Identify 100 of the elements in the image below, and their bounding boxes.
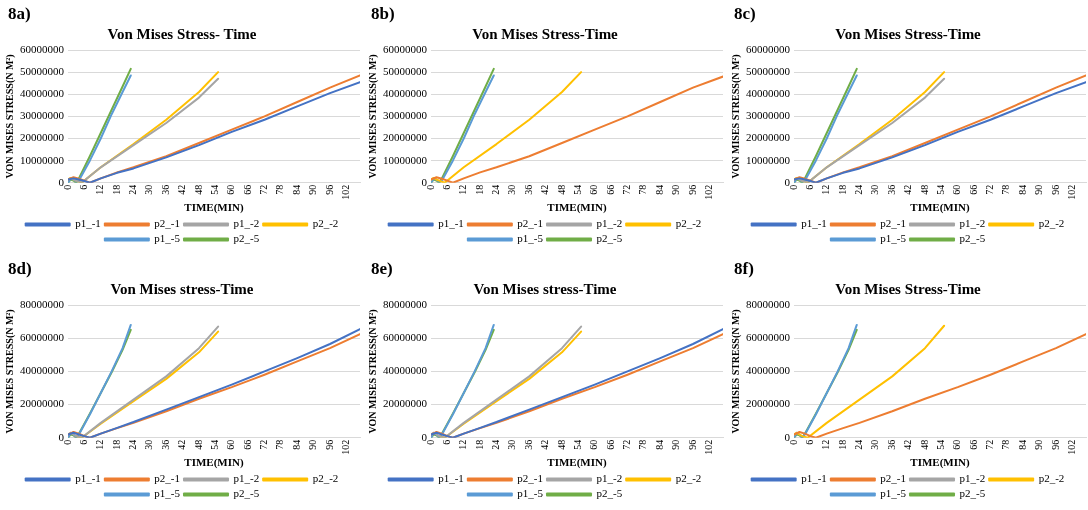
y-tick-label: 80000000 xyxy=(746,297,791,310)
x-tick-label: 66 xyxy=(967,439,979,450)
y-tick-label: 50000000 xyxy=(746,65,791,78)
chart-title: Von Mises Stress-Time xyxy=(835,25,982,42)
x-tick-label: 18 xyxy=(110,439,122,450)
x-tick-label: 36 xyxy=(522,439,534,450)
x-tick-label: 54 xyxy=(571,439,583,450)
x-tick-label: 42 xyxy=(539,439,551,450)
y-tick-label: 50000000 xyxy=(383,65,428,78)
x-tick-label: 12 xyxy=(94,184,106,195)
x-tick-label: 54 xyxy=(208,439,220,450)
x-tick-label: 72 xyxy=(258,184,270,195)
x-tick-label: 78 xyxy=(1000,184,1012,195)
y-tick-label: 60000000 xyxy=(746,42,791,55)
x-tick-label: 90 xyxy=(670,439,682,450)
x-tick-label: 84 xyxy=(1016,184,1028,195)
legend-label: p1_-2 xyxy=(959,472,986,485)
text: 8b) xyxy=(371,3,395,23)
legend-label: p1_-5 xyxy=(154,232,181,245)
x-tick-label: 48 xyxy=(192,184,204,195)
y-tick-label: 20000000 xyxy=(383,131,428,144)
x-tick-label: 102 xyxy=(339,439,351,455)
x-tick-label: 12 xyxy=(94,439,106,450)
y-tick-label: 30000000 xyxy=(20,109,65,122)
x-tick-label: 78 xyxy=(274,439,286,450)
legend-label: p2_-1 xyxy=(154,472,181,485)
legend-label: p2_-2 xyxy=(675,472,702,485)
legend-label: p1_-5 xyxy=(517,232,544,245)
y-tick-label: 20000000 xyxy=(746,397,791,410)
legend-label: p1_-2 xyxy=(959,217,986,230)
legend-label: p1_-1 xyxy=(801,217,827,230)
y-tick-label: 10000000 xyxy=(383,153,428,166)
x-tick-label: 78 xyxy=(637,184,649,195)
x-tick-label: 24 xyxy=(490,439,502,450)
legend-label: p2_-5 xyxy=(233,232,260,245)
y-axis-title: VON MISES STRESS(N M²) xyxy=(729,54,742,179)
x-tick-label: 36 xyxy=(885,184,897,195)
legend-label: p2_-1 xyxy=(880,472,907,485)
x-tick-label: 12 xyxy=(457,184,469,195)
x-tick-label: 90 xyxy=(307,184,319,195)
x-tick-label: 84 xyxy=(290,184,302,195)
x-tick-label: 60 xyxy=(951,439,963,450)
legend-label: p2_-2 xyxy=(312,472,339,485)
x-tick-label: 66 xyxy=(604,439,616,450)
legend-label: p2_-2 xyxy=(1038,217,1065,230)
x-tick-label: 66 xyxy=(967,184,979,195)
y-tick-label: 40000000 xyxy=(20,364,65,377)
x-tick-label: 72 xyxy=(984,439,996,450)
x-tick-label: 6 xyxy=(78,439,89,445)
x-tick-label: 18 xyxy=(836,184,848,195)
x-tick-label: 30 xyxy=(506,184,518,195)
x-tick-label: 84 xyxy=(290,439,302,450)
x-tick-label: 48 xyxy=(555,439,567,450)
y-tick-label: 40000000 xyxy=(746,364,791,377)
legend-label: p1_-1 xyxy=(75,217,101,230)
y-axis-title: VON MISES STRESS(N M²) xyxy=(3,309,16,434)
x-tick-label: 42 xyxy=(539,184,551,195)
x-tick-label: 48 xyxy=(555,184,567,195)
x-tick-label: 96 xyxy=(323,439,335,450)
x-axis-title: TIME(MIN) xyxy=(184,456,244,470)
x-tick-label: 48 xyxy=(918,439,930,450)
x-tick-label: 18 xyxy=(110,184,122,195)
x-axis-title: TIME(MIN) xyxy=(547,201,607,215)
y-tick-label: 20000000 xyxy=(20,397,65,410)
x-tick-label: 72 xyxy=(621,439,633,450)
x-tick-label: 30 xyxy=(506,439,518,450)
x-tick-label: 60 xyxy=(951,184,963,195)
x-tick-label: 42 xyxy=(902,439,914,450)
x-tick-label: 54 xyxy=(934,439,946,450)
text: 8a) xyxy=(8,3,31,23)
x-tick-label: 30 xyxy=(869,184,881,195)
y-tick-label: 60000000 xyxy=(383,331,428,344)
legend-label: p2_-1 xyxy=(517,217,544,230)
text: 8f) xyxy=(734,258,754,278)
x-tick-label: 6 xyxy=(804,439,815,445)
legend-label: p1_-2 xyxy=(596,472,623,485)
y-axis-title: VON MISES STRESS(N M²) xyxy=(3,54,16,179)
x-axis-title: TIME(MIN) xyxy=(547,456,607,470)
legend-label: p2_-1 xyxy=(880,217,907,230)
y-tick-label: 60000000 xyxy=(746,331,791,344)
x-tick-label: 96 xyxy=(1049,184,1061,195)
x-tick-label: 18 xyxy=(836,439,848,450)
legend-label: p1_-5 xyxy=(154,487,181,500)
chart-title: Von Mises stress-Time xyxy=(110,280,254,297)
x-tick-label: 54 xyxy=(208,184,220,195)
x-tick-label: 36 xyxy=(522,184,534,195)
y-tick-label: 40000000 xyxy=(383,364,428,377)
x-tick-label: 42 xyxy=(176,184,188,195)
x-tick-label: 78 xyxy=(274,184,286,195)
y-tick-label: 40000000 xyxy=(383,87,428,100)
x-tick-label: 24 xyxy=(127,439,139,450)
x-tick-label: 96 xyxy=(1049,439,1061,450)
x-tick-label: 6 xyxy=(78,184,89,190)
x-tick-label: 12 xyxy=(457,439,469,450)
x-tick-label: 102 xyxy=(702,439,714,455)
x-tick-label: 54 xyxy=(571,184,583,195)
x-tick-label: 66 xyxy=(604,184,616,195)
x-tick-label: 72 xyxy=(258,439,270,450)
legend-label: p1_-1 xyxy=(75,472,101,485)
legend-label: p2_-5 xyxy=(959,487,986,500)
